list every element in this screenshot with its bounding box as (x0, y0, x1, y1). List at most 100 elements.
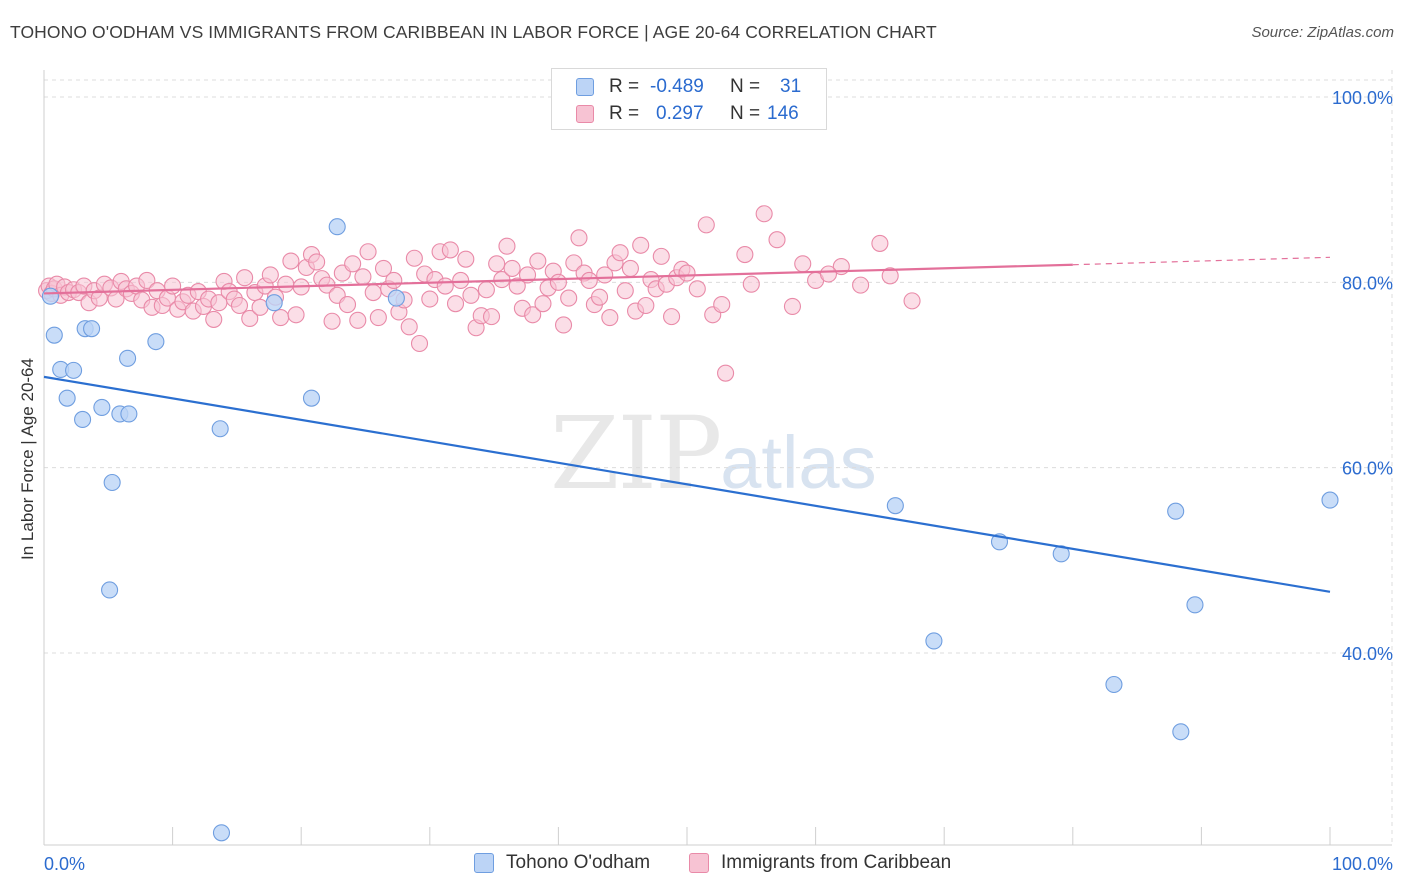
tohono-point (265, 294, 283, 312)
legend-r-value: -0.489 (650, 76, 704, 97)
caribbean-point (903, 292, 921, 310)
legend-swatch-tohono (576, 78, 594, 96)
caribbean-point (717, 364, 735, 382)
caribbean-point (794, 255, 812, 273)
tohono-point (1186, 596, 1204, 614)
tohono-trend-line (43, 375, 1331, 593)
legend-r-value: 0.297 (656, 103, 704, 124)
caribbean-point (524, 306, 542, 324)
chart-source: Source: ZipAtlas.com (1251, 24, 1394, 41)
tohono-point (83, 320, 101, 338)
tohono-point (1321, 491, 1339, 509)
caribbean-point (344, 255, 362, 273)
caribbean-point (768, 231, 786, 249)
tohono-point (120, 405, 138, 423)
legend-n-label: N = (730, 103, 761, 124)
y-tick-label: 40.0% (1342, 644, 1393, 664)
caribbean-point (591, 288, 609, 306)
caribbean-point (261, 266, 279, 284)
caribbean-point (549, 273, 567, 291)
caribbean-trend-line (43, 263, 1073, 295)
tohono-point (1105, 675, 1123, 694)
caribbean-point (308, 253, 326, 271)
caribbean-point (138, 271, 156, 290)
x-tick-label: 0.0% (44, 854, 85, 874)
axis-layer (43, 70, 1392, 846)
tohono-point (211, 420, 229, 438)
caribbean-point (632, 236, 650, 254)
tohono-point (1172, 723, 1190, 741)
caribbean-point (663, 308, 681, 326)
tohono-point (103, 473, 121, 492)
caribbean-point (580, 271, 598, 290)
caribbean-point (349, 311, 367, 329)
caribbean-point (164, 277, 182, 295)
caribbean-point (374, 259, 393, 277)
caribbean-point (446, 295, 465, 313)
caribbean-point (421, 290, 439, 308)
caribbean-point (742, 275, 760, 293)
caribbean-trend-extension (1072, 256, 1331, 266)
tohono-point (65, 361, 83, 379)
y-tick-label: 80.0% (1342, 273, 1393, 293)
caribbean-point (652, 247, 670, 265)
caribbean-point (477, 281, 495, 299)
grid-layer (44, 70, 1393, 845)
caribbean-point (611, 244, 629, 262)
tohono-point (147, 333, 165, 351)
caribbean-point (713, 296, 731, 314)
tohono-point (1167, 502, 1185, 520)
caribbean-point (457, 250, 475, 268)
caribbean-point (534, 295, 552, 313)
caribbean-point (565, 254, 583, 272)
caribbean-point (482, 308, 501, 326)
caribbean-point (852, 276, 870, 294)
caribbean-point (338, 296, 357, 314)
caribbean-point (385, 271, 403, 290)
caribbean-point (272, 308, 290, 327)
caribbean-point (277, 275, 295, 293)
bottom-swatch-caribbean (689, 853, 709, 873)
tohono-point (58, 389, 76, 407)
caribbean-point (369, 308, 387, 327)
y-tick-label: 100.0% (1332, 88, 1393, 108)
tohono-point (925, 632, 943, 650)
chart-title: TOHONO O'ODHAM VS IMMIGRANTS FROM CARIBB… (10, 22, 937, 42)
caribbean-point (364, 283, 382, 302)
legend-n-value: 146 (767, 103, 799, 124)
caribbean-point (282, 252, 300, 270)
tohono-point (886, 497, 904, 515)
caribbean-point (354, 268, 372, 286)
tohono-point (328, 218, 346, 236)
tohono-point (387, 289, 405, 307)
caribbean-point (503, 259, 521, 277)
caribbean-point (570, 229, 588, 247)
watermark-atlas: atlas (720, 421, 877, 504)
legend-r-label: R = (609, 76, 640, 97)
caribbean-point (554, 316, 573, 334)
caribbean-point (405, 249, 423, 267)
tohono-point (101, 581, 119, 599)
caribbean-point (783, 297, 802, 315)
caribbean-point (529, 252, 547, 270)
caribbean-point (498, 237, 516, 255)
legend-n-label: N = (730, 76, 761, 97)
tohono-point (302, 389, 321, 407)
caribbean-point (241, 309, 259, 328)
caribbean-point (697, 216, 715, 234)
caribbean-point (462, 286, 480, 304)
caribbean-point (230, 296, 249, 315)
legend-n-value: 31 (780, 76, 802, 97)
y-axis-label: In Labor Force | Age 20-64 (18, 358, 37, 560)
caribbean-point (755, 205, 773, 223)
y-tick-label: 60.0% (1342, 459, 1393, 479)
caribbean-point (678, 264, 696, 282)
caribbean-point (452, 271, 470, 290)
correlation-legend: R = -0.489 N = 31 R = 0.297 N = 146 (551, 68, 827, 130)
caribbean-point (441, 241, 459, 259)
tohono-point (93, 398, 111, 416)
caribbean-point (436, 277, 454, 295)
caribbean-point (736, 245, 754, 264)
caribbean-point (637, 296, 655, 315)
